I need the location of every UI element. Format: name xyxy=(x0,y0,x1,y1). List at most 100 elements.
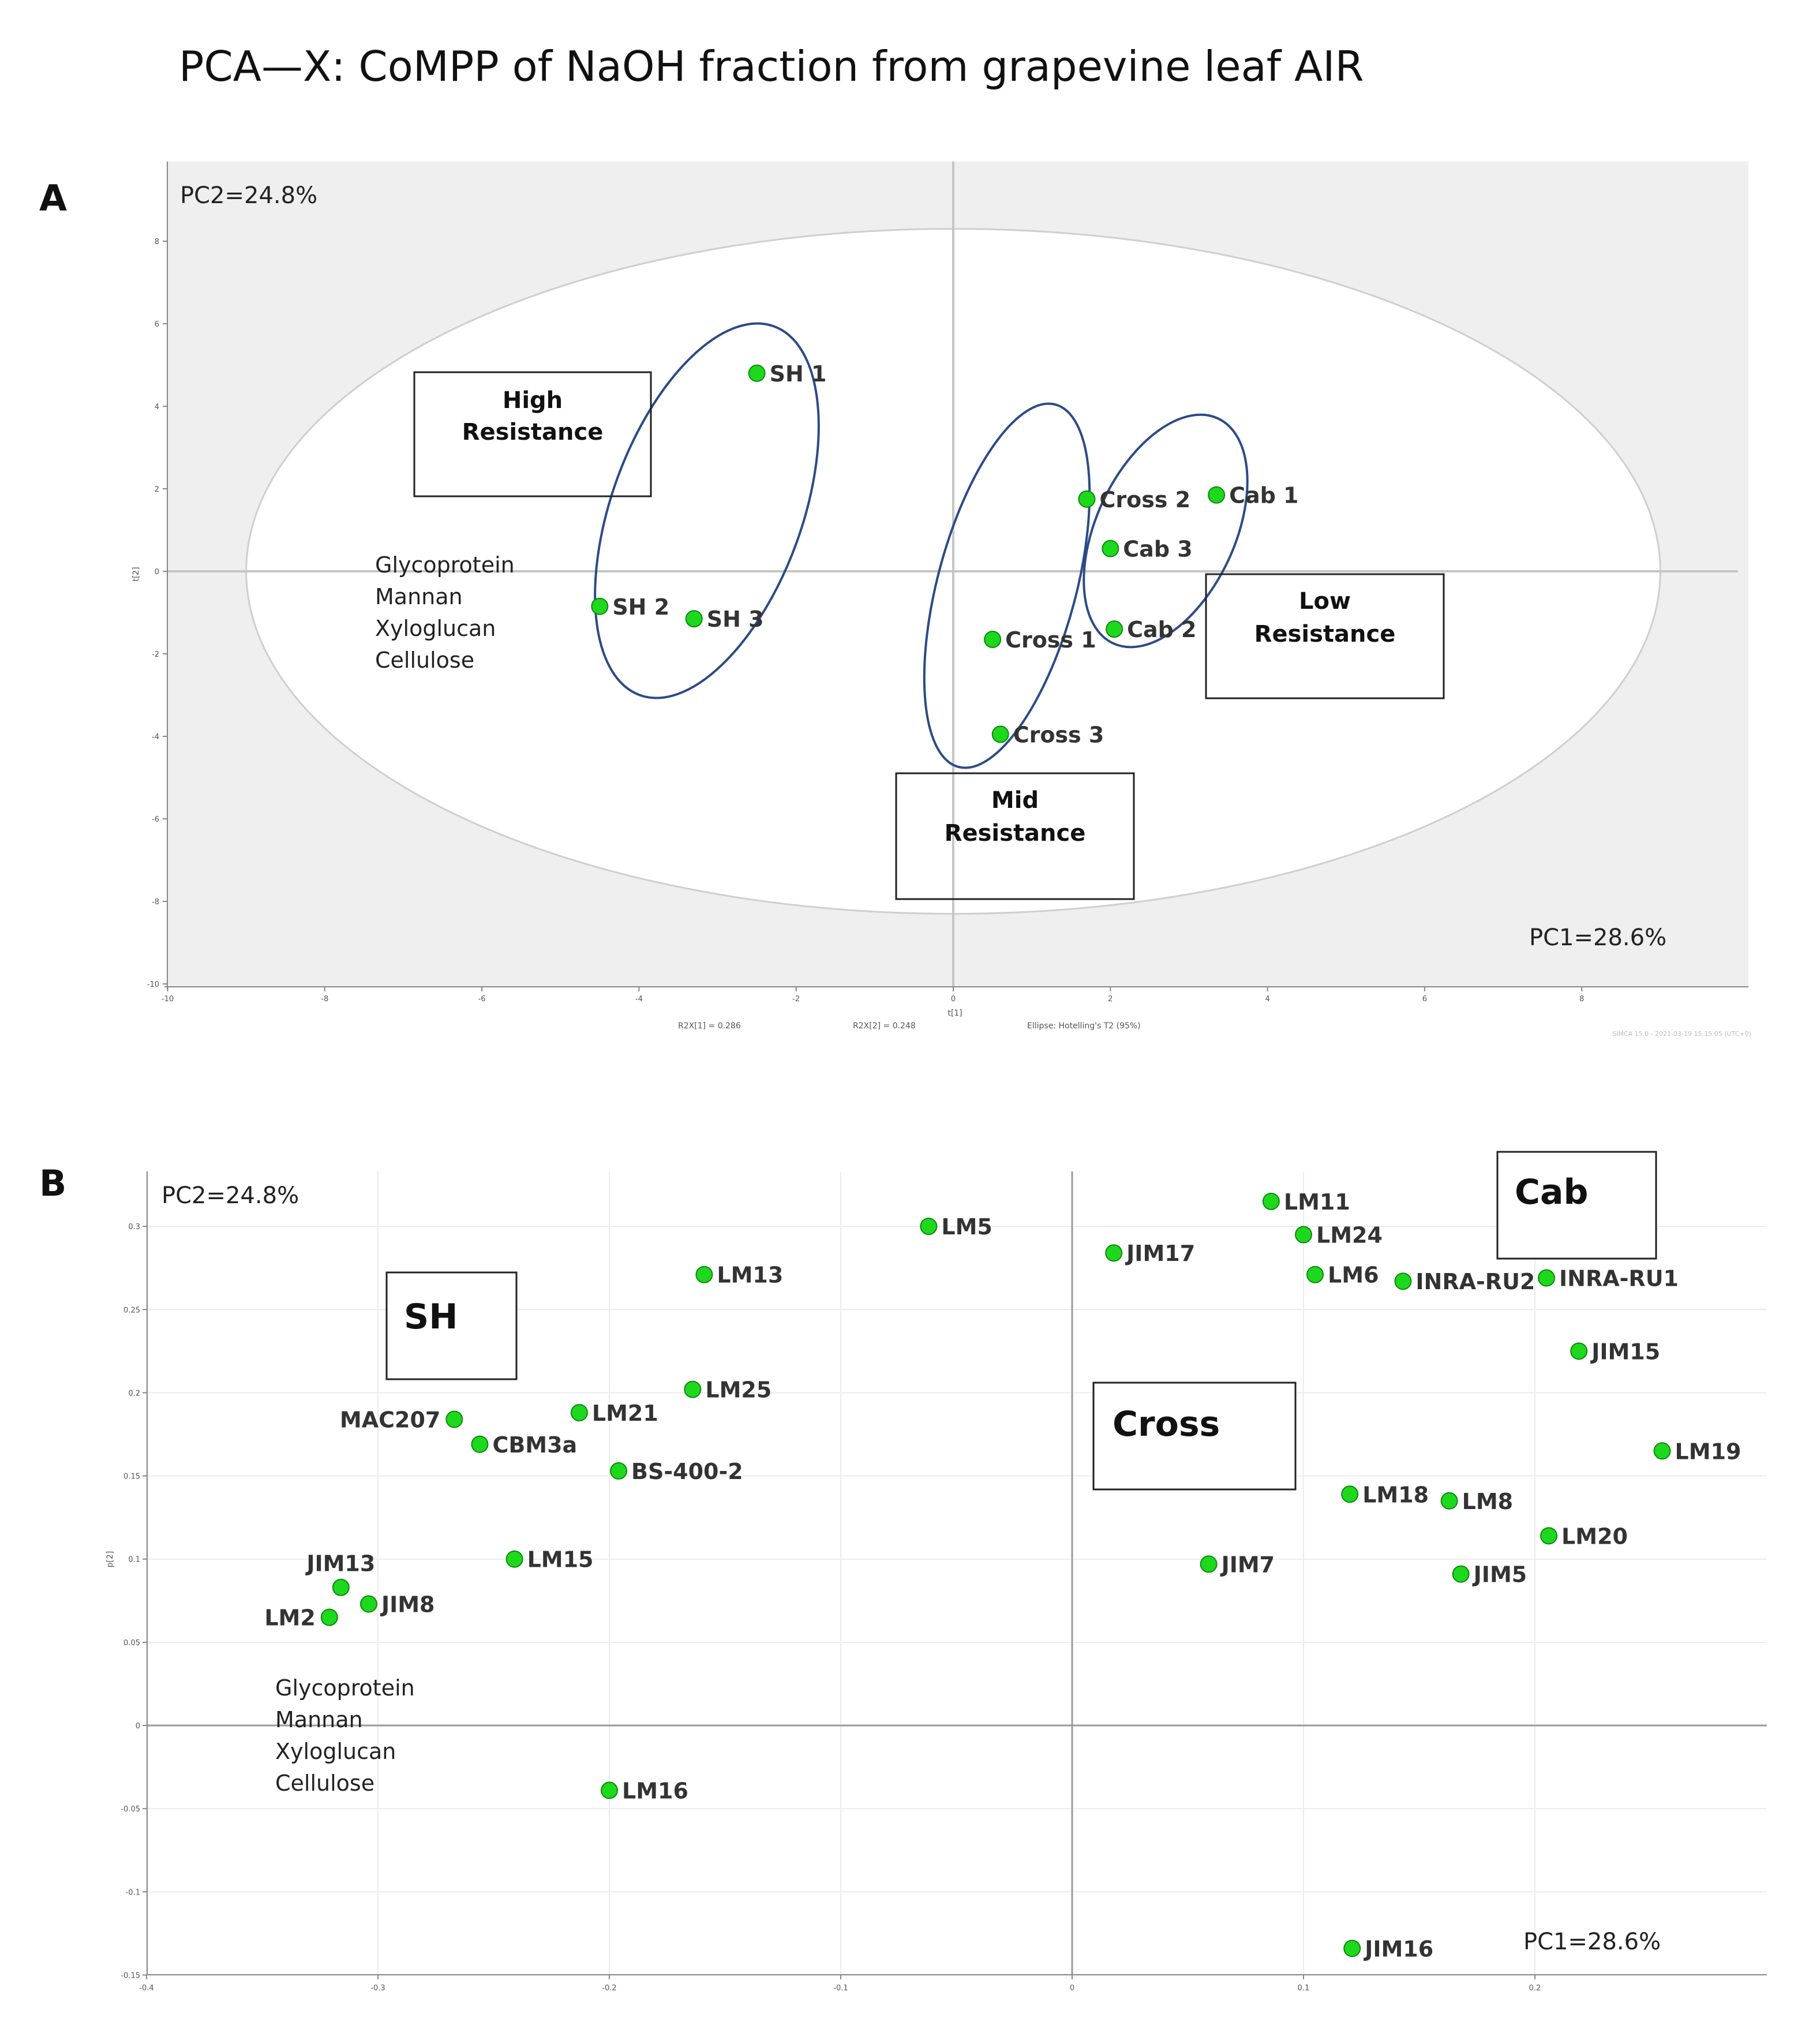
group-ellipse-cross xyxy=(923,402,1091,769)
panel-a-y-tick-label: 8 xyxy=(155,238,159,246)
panel-b-x-tick-label: -0.2 xyxy=(602,1984,616,1993)
point-label-cross-3: Cross 3 xyxy=(1013,722,1104,747)
panel-a-x-tick-label: -2 xyxy=(792,995,800,1004)
box-mid-line-1: Mid xyxy=(991,787,1039,814)
box-low-resistance xyxy=(1205,573,1445,699)
panel-b-y-tick-label: -0.1 xyxy=(126,1888,140,1897)
point-label-sh-3: SH 3 xyxy=(707,607,764,632)
point-cross-2 xyxy=(1078,490,1096,508)
point-label-inra-ru1: INRA-RU1 xyxy=(1559,1266,1679,1291)
point-label-lm2: LM2 xyxy=(264,1605,315,1631)
panel-letter-a: A xyxy=(39,177,67,219)
point-lm18 xyxy=(1341,1485,1359,1503)
box-high-line-1: High xyxy=(503,387,563,414)
point-label-lm6: LM6 xyxy=(1328,1263,1379,1288)
annotation-a-mannan: Mannan xyxy=(375,584,463,609)
panel-b-x-tick-label: -0.4 xyxy=(139,1984,153,1993)
panel-a-y-tick-label: -8 xyxy=(152,898,159,907)
panel-b-y-tick-label: 0.1 xyxy=(128,1556,140,1564)
panel-a-pc1-label: PC1=28.6% xyxy=(1529,924,1666,951)
box-low-line-1: Low xyxy=(1299,588,1351,615)
point-lm25 xyxy=(684,1380,702,1398)
panel-a-footer-ellipse: Ellipse: Hotelling's T2 (95%) xyxy=(1027,1021,1141,1031)
panel-b-y-tick-label: 0.15 xyxy=(123,1473,140,1481)
figure-title: PCA—X: CoMPP of NaOH fraction from grape… xyxy=(179,42,1364,91)
panel-b-x-tick-label: -0.1 xyxy=(833,1984,848,1993)
point-lm13 xyxy=(695,1266,713,1283)
point-lm5 xyxy=(920,1218,938,1236)
panel-a-x-tick-label: 4 xyxy=(1265,995,1269,1004)
point-label-bs-400-2: BS-400-2 xyxy=(631,1459,743,1484)
point-lm11 xyxy=(1262,1192,1280,1210)
panel-a-y-tick-label: 2 xyxy=(155,485,159,494)
panel-a-pc2-label: PC2=24.8% xyxy=(180,182,317,209)
point-lm8 xyxy=(1440,1492,1458,1510)
point-label-cbm3a: CBM3a xyxy=(492,1432,577,1458)
annotation-b-xyloglucan: Xyloglucan xyxy=(275,1739,396,1764)
point-jim16 xyxy=(1343,1940,1361,1957)
point-jim5 xyxy=(1452,1565,1470,1583)
group-ellipse-cab xyxy=(1083,413,1249,649)
panel-b-x-tick-label: 0.2 xyxy=(1529,1984,1541,1993)
point-lm15 xyxy=(505,1550,523,1568)
point-jim17 xyxy=(1105,1244,1123,1262)
point-cbm3a xyxy=(471,1435,489,1453)
point-jim8 xyxy=(359,1595,377,1613)
panel-b-y-tick-label: 0.05 xyxy=(123,1639,140,1648)
point-cross-1 xyxy=(984,630,1002,648)
point-sh-3 xyxy=(685,610,703,628)
panel-b-pc2-label: PC2=24.8% xyxy=(162,1182,299,1209)
panel-b-y-tick-label: 0.2 xyxy=(128,1389,140,1398)
point-label-cross-1: Cross 1 xyxy=(1005,627,1096,653)
point-jim15 xyxy=(1570,1342,1588,1360)
point-cab-1 xyxy=(1208,486,1226,504)
point-label-lm19: LM19 xyxy=(1675,1439,1741,1464)
point-lm19 xyxy=(1653,1442,1671,1460)
box-sh xyxy=(385,1271,518,1380)
point-label-lm5: LM5 xyxy=(941,1214,992,1240)
point-label-jim5: JIM5 xyxy=(1472,1562,1527,1588)
panel-a-y-tick-label: -6 xyxy=(152,815,159,824)
point-sh-1 xyxy=(748,364,766,382)
panel-b-y-tick-label: 0.25 xyxy=(123,1306,140,1315)
point-label-jim15: JIM15 xyxy=(1590,1339,1660,1364)
point-label-lm15: LM15 xyxy=(527,1547,594,1573)
panel-a-x-tick-label: -10 xyxy=(162,995,174,1004)
box-mid-line-2: Resistance xyxy=(945,820,1086,847)
panel-a-ylabel: t[2] xyxy=(132,567,141,581)
point-lm2 xyxy=(320,1608,338,1626)
point-cab-2 xyxy=(1106,620,1123,638)
box-cab-label: Cab xyxy=(1515,1172,1588,1212)
point-label-sh-2: SH 2 xyxy=(612,594,669,620)
panel-a-x-tick-label: 6 xyxy=(1422,995,1427,1004)
point-label-lm13: LM13 xyxy=(717,1263,783,1288)
point-lm20 xyxy=(1540,1527,1558,1545)
annotation-b-cellulose: Cellulose xyxy=(275,1770,374,1796)
panel-a-xlabel: t[1] xyxy=(947,1009,962,1018)
point-lm24 xyxy=(1295,1226,1312,1244)
point-label-lm20: LM20 xyxy=(1561,1523,1628,1549)
box-cab xyxy=(1496,1151,1657,1260)
point-label-cross-2: Cross 2 xyxy=(1099,487,1190,512)
point-label-mac207: MAC207 xyxy=(340,1407,440,1433)
point-cab-3 xyxy=(1102,540,1119,557)
panel-a-x-tick-label: -4 xyxy=(635,995,643,1004)
point-jim13 xyxy=(332,1578,350,1596)
annotation-a-xyloglucan: Xyloglucan xyxy=(375,616,496,641)
box-low-line-2: Resistance xyxy=(1254,621,1396,647)
panel-b-x-tick-label: 0.1 xyxy=(1298,1984,1310,1993)
point-lm16 xyxy=(601,1781,618,1799)
annotation-b-mannan: Mannan xyxy=(275,1707,363,1732)
panel-a-y-tick-label: 4 xyxy=(155,403,159,411)
box-cross-label: Cross xyxy=(1113,1404,1220,1444)
annotation-a-glycoprotein: Glycoprotein xyxy=(375,552,515,578)
box-mid-resistance xyxy=(895,772,1135,900)
point-label-jim8: JIM8 xyxy=(380,1592,435,1618)
box-high-line-2: Resistance xyxy=(462,419,604,446)
point-label-inra-ru2: INRA-RU2 xyxy=(1415,1269,1535,1294)
point-inra-ru1 xyxy=(1538,1269,1556,1287)
panel-a-y-tick-label: -10 xyxy=(147,980,159,989)
panel-a-x-tick-label: -6 xyxy=(478,995,486,1004)
annotation-a-cellulose: Cellulose xyxy=(375,647,474,673)
